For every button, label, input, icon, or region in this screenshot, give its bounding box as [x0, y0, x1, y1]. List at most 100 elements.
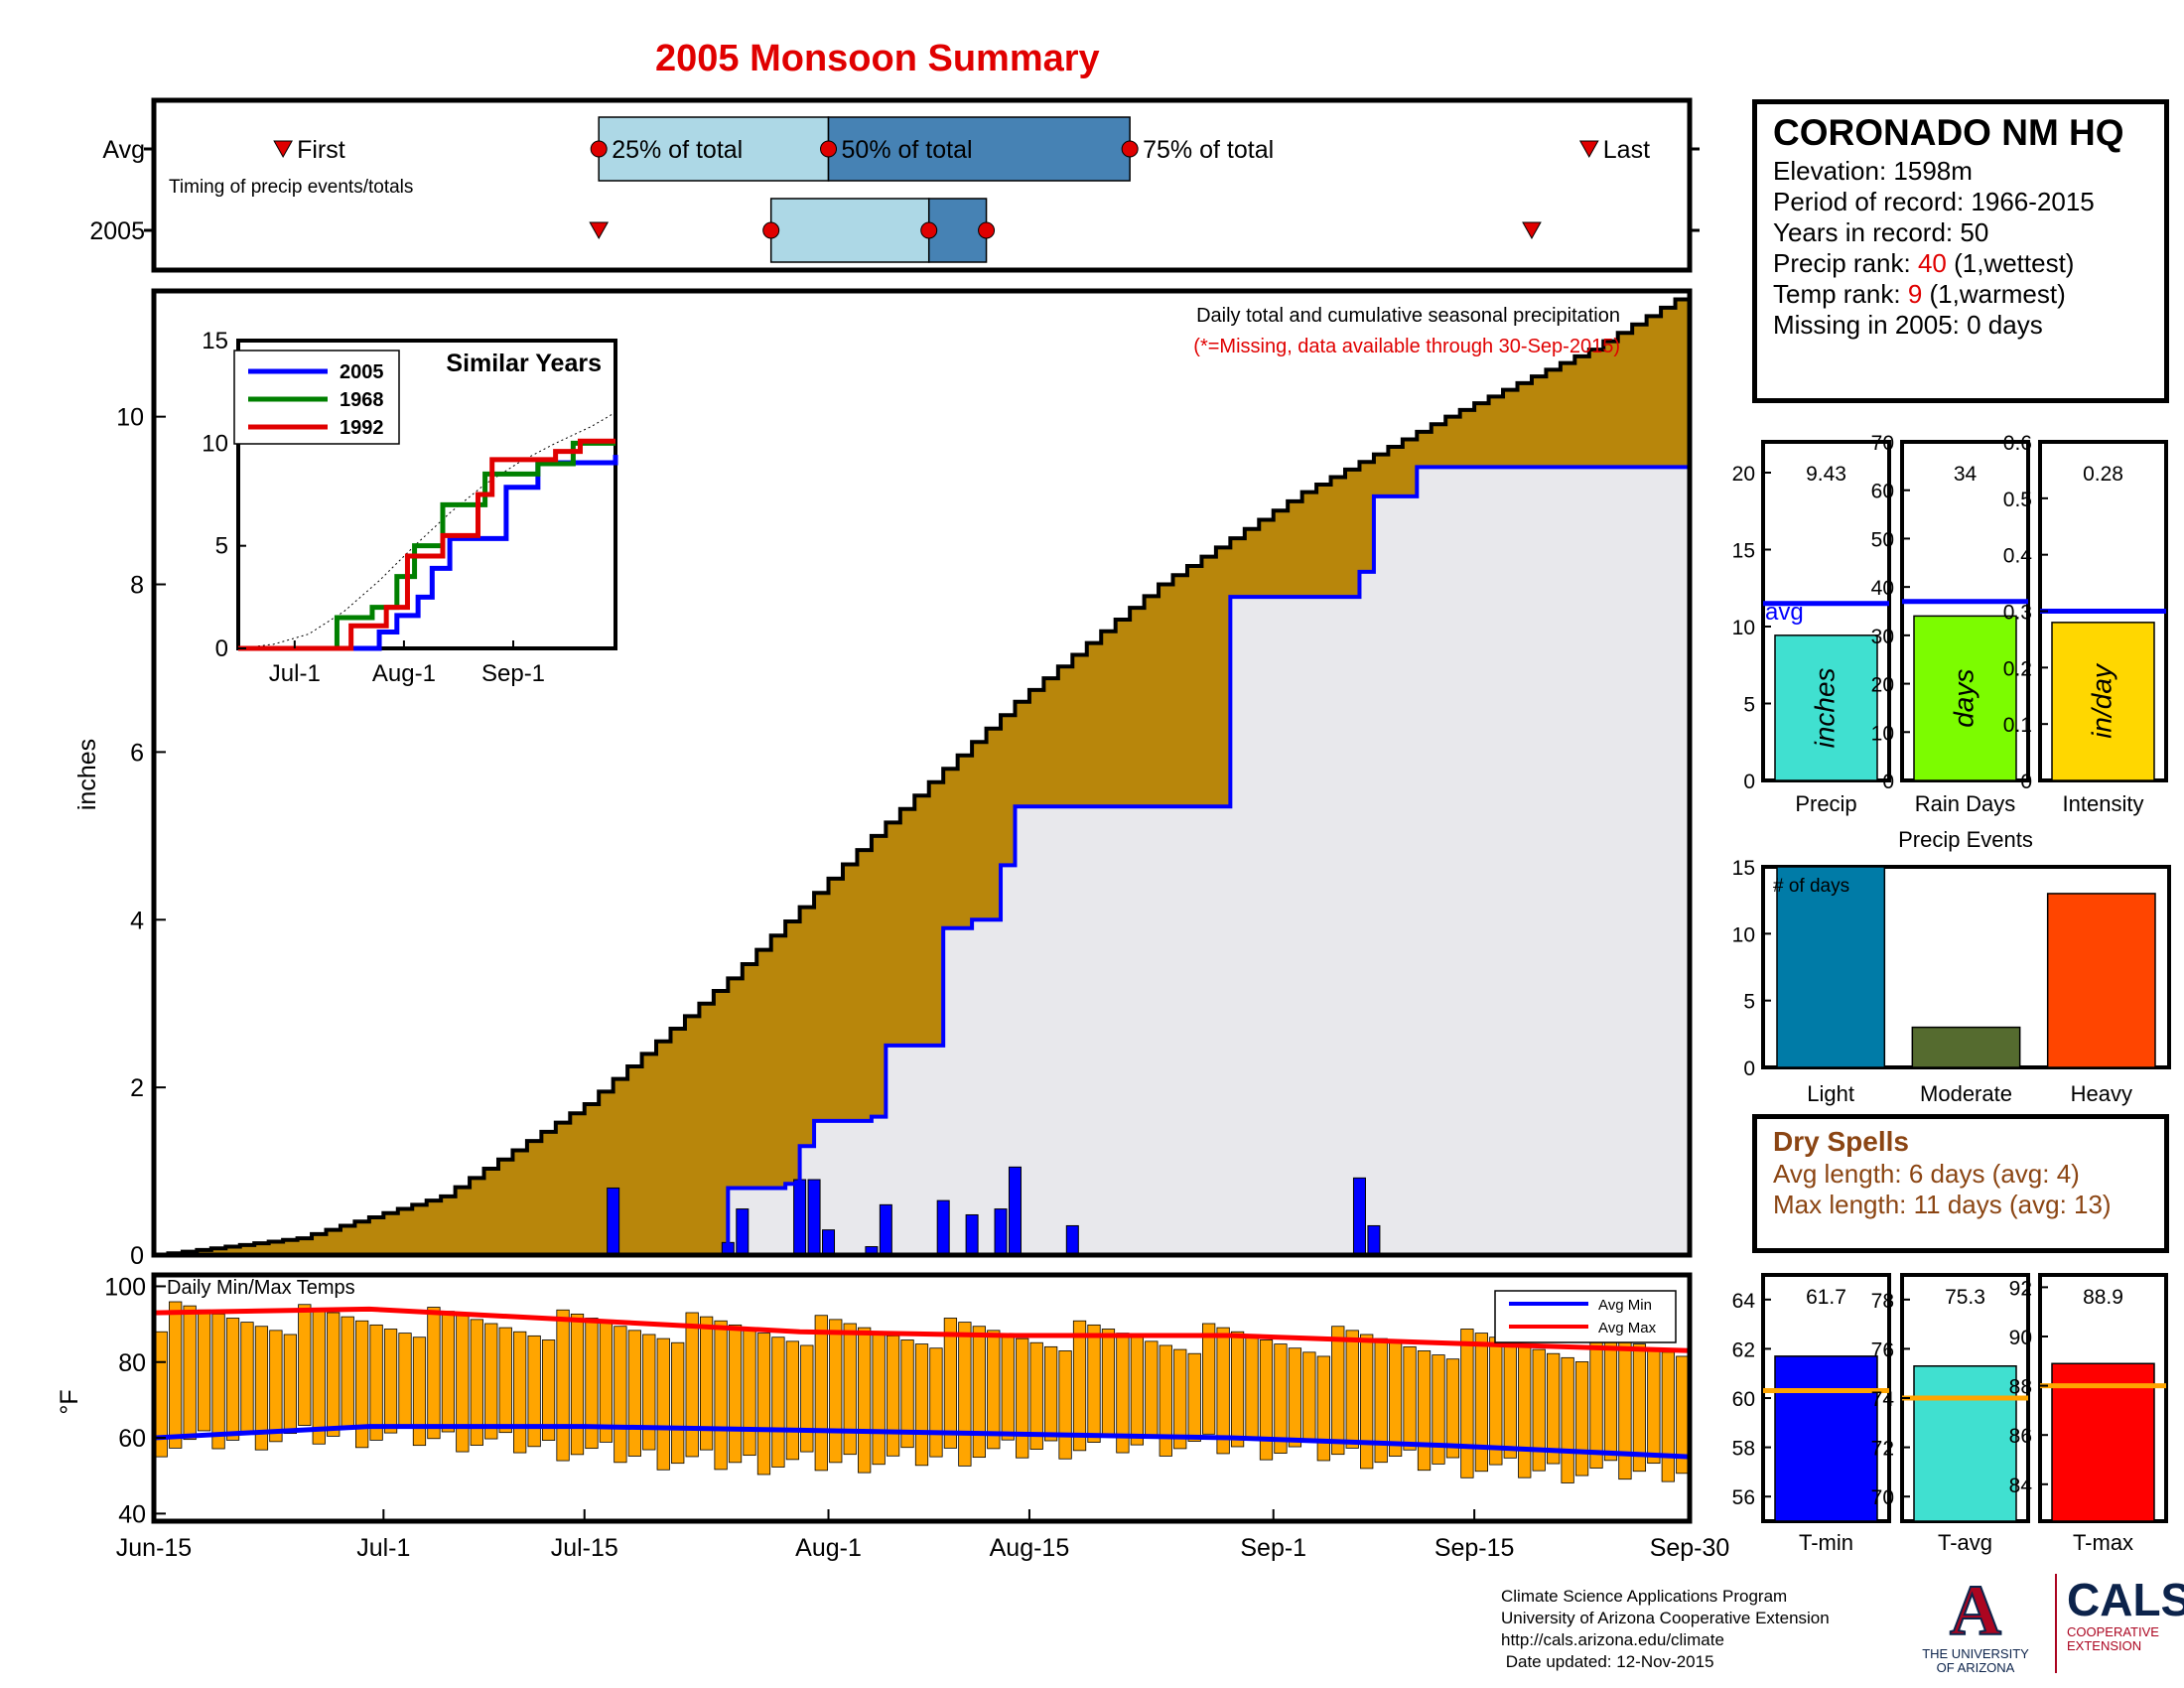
avg-cumulative-line — [154, 291, 1692, 1257]
timing-p75-label: 75% of total — [1143, 136, 1274, 164]
daily-temp-bar — [498, 1327, 512, 1434]
daily-temp-bar — [1101, 1329, 1116, 1435]
timing-percentile-marker — [978, 221, 996, 239]
stat-y-tick-label: 72 — [1871, 1438, 1894, 1461]
ua-logo-text: OF ARIZONA — [1936, 1660, 2015, 1675]
x-tick-label: Sep-15 — [1434, 1534, 1515, 1562]
dry-spells-panel: Dry Spells Avg length: 6 days (avg: 4) M… — [1752, 1114, 2169, 1253]
stat-y-tick-label: 40 — [1871, 577, 1894, 600]
timing-first-label: First — [297, 136, 345, 164]
stat-y-tick-label: 0.5 — [2003, 489, 2032, 511]
temp-y-tick-label: 60 — [118, 1425, 146, 1453]
daily-precip-bar — [1008, 1166, 1022, 1256]
daily-temp-bar — [756, 1333, 771, 1476]
year-cumulative-area — [154, 464, 1690, 1255]
daily-temp-bar — [298, 1304, 312, 1426]
daily-temp-bar — [1001, 1334, 1015, 1441]
event-bar — [1911, 1026, 2021, 1068]
daily-temp-bar — [714, 1320, 728, 1471]
daily-temp-bar — [470, 1319, 483, 1446]
daily-temp-bar — [958, 1322, 972, 1467]
station-period: Period of record: 1966-2015 — [1773, 187, 2095, 216]
station-info-panel: CORONADO NM HQ Elevation: 1598m Period o… — [1752, 99, 2169, 403]
timing-p50-label: 50% of total — [842, 136, 973, 164]
inset-series-line — [238, 455, 618, 651]
daily-precip-bar — [607, 1187, 620, 1256]
dry-spells-max: Max length: 11 days (avg: 13) — [1773, 1190, 2112, 1219]
stat-avg-label: avg — [1765, 599, 1804, 626]
daily-temp-bar — [1345, 1330, 1359, 1449]
daily-temp-bar — [312, 1308, 326, 1445]
stat-unit-label: days — [1949, 669, 1979, 728]
daily-temp-bar — [169, 1301, 183, 1449]
temp-rank: Temp rank: 9 (1,warmest) — [1773, 279, 2066, 309]
daily-temp-bar — [1216, 1327, 1230, 1455]
cals-logo: CALS COOPERATIVE EXTENSION — [2055, 1574, 2184, 1673]
daily-temp-bar — [1518, 1344, 1532, 1478]
timing-percentile-marker — [1121, 140, 1139, 158]
cals-logo-subtext: EXTENSION — [2067, 1638, 2142, 1653]
station-elevation: Elevation: 1598m — [1773, 156, 1973, 186]
credit-link[interactable]: http://cals.arizona.edu/climate — [1501, 1630, 1724, 1649]
x-tick-label: Jun-15 — [116, 1534, 192, 1562]
daily-temp-bar — [1029, 1341, 1043, 1450]
daily-temp-bar — [513, 1331, 527, 1454]
x-tick-label: Jul-1 — [356, 1534, 410, 1562]
inset-title: Similar Years — [446, 350, 602, 377]
daily-temp-bar — [383, 1329, 398, 1434]
daily-temp-bar — [671, 1341, 685, 1465]
inset-legend-label: 1968 — [340, 389, 384, 411]
daily-temp-bar — [1130, 1336, 1144, 1446]
y-tick-label: 0 — [130, 1242, 144, 1270]
timing-first-last-triangle — [589, 221, 610, 240]
missing-days: Missing in 2005: 0 days — [1773, 310, 2043, 340]
daily-temp-bar — [1603, 1335, 1618, 1462]
timing-row-label: 2005 — [89, 217, 145, 245]
daily-temp-bar — [254, 1326, 269, 1451]
events-note: # of days — [1773, 876, 1849, 897]
daily-temp-bar — [829, 1319, 843, 1464]
x-tick-label: Aug-1 — [795, 1534, 862, 1562]
x-tick-label: Jul-15 — [551, 1534, 618, 1562]
station-name: CORONADO NM HQ — [1773, 112, 2124, 153]
event-category-label: Moderate — [1920, 1081, 2012, 1106]
daily-temp-bar — [872, 1331, 886, 1466]
daily-precip-bar — [1352, 1177, 1366, 1256]
stat-y-tick-label: 86 — [2009, 1425, 2032, 1448]
daily-temp-bar — [886, 1335, 900, 1457]
daily-temp-bar — [1632, 1343, 1647, 1473]
inset-avg-line — [237, 413, 613, 649]
timing-first-last-triangle — [1578, 140, 1599, 159]
daily-temp-bar — [527, 1335, 541, 1448]
stat-y-tick-label: 0.4 — [2003, 545, 2033, 568]
daily-temp-bar — [614, 1326, 627, 1464]
daily-temp-bar — [1561, 1356, 1574, 1483]
daily-temp-bar — [1016, 1337, 1029, 1459]
daily-temp-bar — [211, 1313, 225, 1450]
daily-temp-bar — [785, 1340, 800, 1461]
stat-value-bar — [1774, 1355, 1878, 1522]
x-tick-label: Aug-15 — [990, 1534, 1070, 1562]
daily-temp-bar — [1259, 1339, 1274, 1461]
x-tick-label: Sep-30 — [1650, 1534, 1730, 1562]
daily-precip-bar — [807, 1179, 821, 1256]
event-category-label: Light — [1807, 1081, 1854, 1106]
daily-precip-bar — [822, 1229, 836, 1256]
inset-legend-label: 1992 — [340, 417, 384, 439]
stat-value-bar — [2051, 622, 2155, 781]
timing-note: Timing of precip events/totals — [169, 177, 413, 198]
daily-temp-bar — [929, 1347, 943, 1458]
daily-temp-bar — [914, 1343, 929, 1467]
stat-y-tick-label: 0.6 — [2003, 432, 2032, 455]
stat-panel-label: Rain Days — [1915, 791, 2015, 816]
daily-temp-bar — [1547, 1352, 1561, 1465]
daily-temp-bar — [1274, 1343, 1288, 1454]
stat-value-label: 0.28 — [2083, 463, 2123, 486]
daily-temp-bar — [1417, 1350, 1432, 1472]
temp-legend-label: Avg Max — [1598, 1320, 1657, 1336]
daily-temp-bar — [570, 1313, 585, 1456]
timing-first-last-triangle — [273, 140, 293, 159]
y-axis-label: inches — [73, 739, 101, 810]
event-y-tick-label: 15 — [1732, 857, 1755, 880]
